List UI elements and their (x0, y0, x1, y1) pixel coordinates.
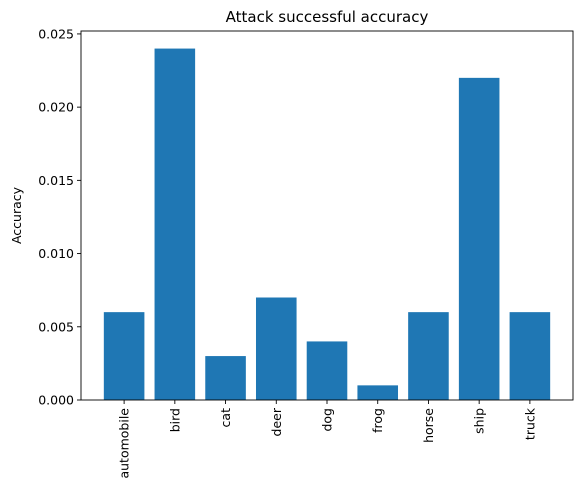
x-tick-label: cat (218, 408, 233, 428)
bar-frog (357, 385, 399, 400)
y-tick-label: 0.020 (38, 100, 74, 115)
y-axis: 0.000 0.005 0.010 0.015 0.020 0.025 (38, 26, 81, 408)
chart-title: Attack successful accuracy (226, 8, 429, 26)
bar-deer (255, 297, 297, 400)
bar-ship (458, 77, 500, 400)
bar-bird (154, 48, 196, 400)
x-tick-label: bird (167, 408, 182, 432)
bar-truck (509, 312, 551, 400)
x-tick-label: ship (472, 408, 487, 434)
x-tick-label: horse (421, 408, 436, 443)
x-tick-label: dog (320, 408, 335, 432)
bar-horse (408, 312, 449, 400)
x-tick-label: truck (522, 407, 537, 440)
bar-dog (306, 341, 348, 400)
x-tick-label: automobile (117, 408, 132, 479)
bar-automobile (103, 312, 145, 400)
y-axis-title: Accuracy (9, 186, 24, 244)
x-tick-label: deer (269, 407, 284, 436)
y-tick-label: 0.015 (38, 173, 74, 188)
y-tick-label: 0.005 (38, 319, 74, 334)
bars-group (103, 48, 551, 400)
y-tick-label: 0.000 (38, 393, 74, 408)
y-tick-label: 0.010 (38, 246, 74, 261)
y-tick-label: 0.025 (38, 26, 74, 41)
plot-frame (80, 30, 574, 401)
bar-cat (205, 356, 246, 400)
x-axis: automobile bird cat deer dog frog horse ship tru… (117, 400, 537, 479)
x-tick-label: frog (370, 408, 385, 433)
